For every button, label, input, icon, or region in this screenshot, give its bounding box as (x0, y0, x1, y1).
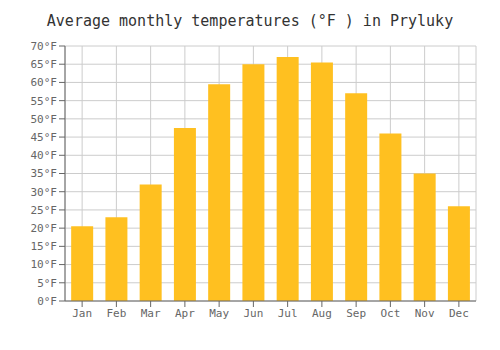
svg-text:30°F: 30°F (31, 186, 58, 199)
svg-text:5°F: 5°F (37, 277, 57, 290)
svg-text:Sep: Sep (346, 307, 366, 320)
svg-text:Dec: Dec (449, 307, 469, 320)
svg-text:10°F: 10°F (31, 258, 58, 271)
svg-text:Jun: Jun (243, 307, 263, 320)
svg-text:35°F: 35°F (31, 167, 58, 180)
svg-text:0°F: 0°F (37, 295, 57, 308)
svg-text:70°F: 70°F (31, 40, 58, 53)
svg-text:Feb: Feb (106, 307, 126, 320)
svg-text:60°F: 60°F (31, 76, 58, 89)
svg-text:Mar: Mar (141, 307, 161, 320)
svg-text:20°F: 20°F (31, 222, 58, 235)
svg-text:Apr: Apr (175, 307, 195, 320)
svg-text:15°F: 15°F (31, 240, 58, 253)
svg-text:40°F: 40°F (31, 149, 58, 162)
html-text:Average monthly temperatures (: Average monthly temperatures (°F ) in Pr… (46, 12, 454, 30)
svg-text:25°F: 25°F (31, 204, 58, 217)
svg-text:Nov: Nov (415, 307, 435, 320)
svg-text:Aug: Aug (312, 307, 332, 320)
svg-text:Oct: Oct (380, 307, 400, 320)
svg-text:Jan: Jan (72, 307, 92, 320)
svg-text:Jul: Jul (278, 307, 298, 320)
svg-text:65°F: 65°F (31, 58, 58, 71)
svg-text:50°F: 50°F (31, 113, 58, 126)
svg-text:55°F: 55°F (31, 95, 58, 108)
svg-text:May: May (209, 307, 229, 320)
svg-text:45°F: 45°F (31, 131, 58, 144)
